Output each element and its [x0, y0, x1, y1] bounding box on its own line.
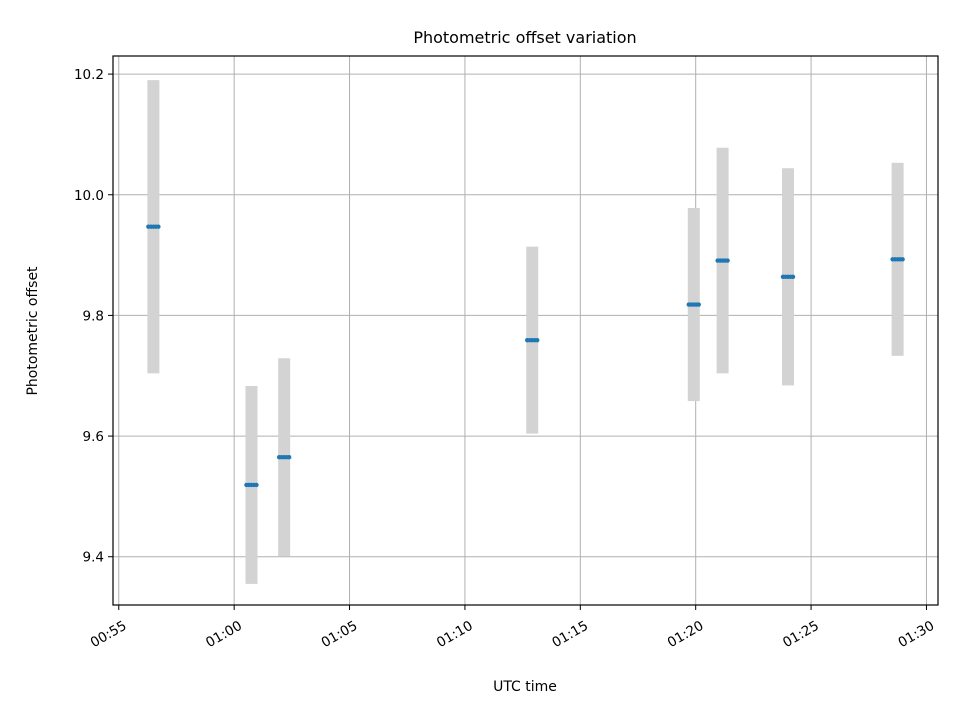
data-point [790, 274, 796, 280]
data-point [156, 224, 161, 229]
data-point [900, 257, 905, 262]
chart-title: Photometric offset variation [413, 28, 636, 47]
data-points [146, 224, 905, 488]
y-tick-label: 10.2 [74, 67, 104, 83]
x-axis-label: UTC time [493, 679, 557, 695]
plot-frame [112, 55, 939, 606]
y-axis-ticks: 9.4 9.6 9.8 10.0 10.2 [74, 67, 113, 566]
data-point [696, 302, 701, 307]
y-axis-label: Photometric offset [25, 266, 41, 396]
data-point [254, 482, 259, 488]
y-tick-label: 9.4 [83, 550, 104, 566]
y-tick-label: 9.8 [83, 308, 104, 324]
data-point [535, 337, 540, 343]
data-point [725, 258, 730, 263]
y-tick-label: 9.6 [83, 429, 104, 445]
y-tick-label: 10.0 [74, 188, 104, 204]
data-point [286, 454, 292, 460]
